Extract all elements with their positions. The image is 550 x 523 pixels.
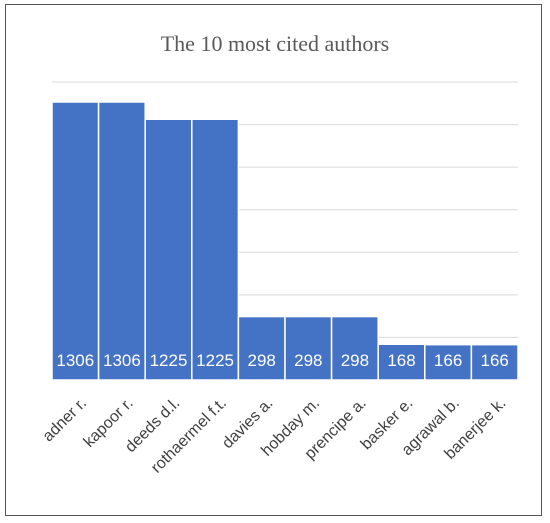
- bars: [51, 101, 519, 381]
- chart-title: The 10 most cited authors: [161, 31, 390, 56]
- bar-value-label: 166: [481, 351, 509, 370]
- bar-value-label: 1306: [56, 351, 94, 370]
- bar-value-label: 168: [387, 351, 415, 370]
- bar: [377, 343, 426, 381]
- bar-value-label: 298: [294, 351, 322, 370]
- data-labels: 1306 1306 1225 1225 298 298 298 168 166 166: [56, 351, 509, 370]
- bar: [284, 315, 333, 381]
- bar-value-label: 1225: [196, 351, 234, 370]
- bar: [191, 118, 240, 381]
- bar-value-label: 1225: [150, 351, 188, 370]
- bar: [470, 343, 519, 381]
- bar-value-label: 166: [434, 351, 462, 370]
- bar-value-label: 298: [341, 351, 369, 370]
- bar: [237, 315, 286, 381]
- category-tick-labels: adner r.kapoor r.deeds d.l.rothaermel f.…: [40, 395, 510, 477]
- bar: [51, 101, 100, 381]
- bar-value-label: 1306: [103, 351, 141, 370]
- bar: [97, 101, 146, 381]
- bar-value-label: 298: [248, 351, 276, 370]
- bar: [144, 118, 193, 381]
- bar: [330, 315, 379, 381]
